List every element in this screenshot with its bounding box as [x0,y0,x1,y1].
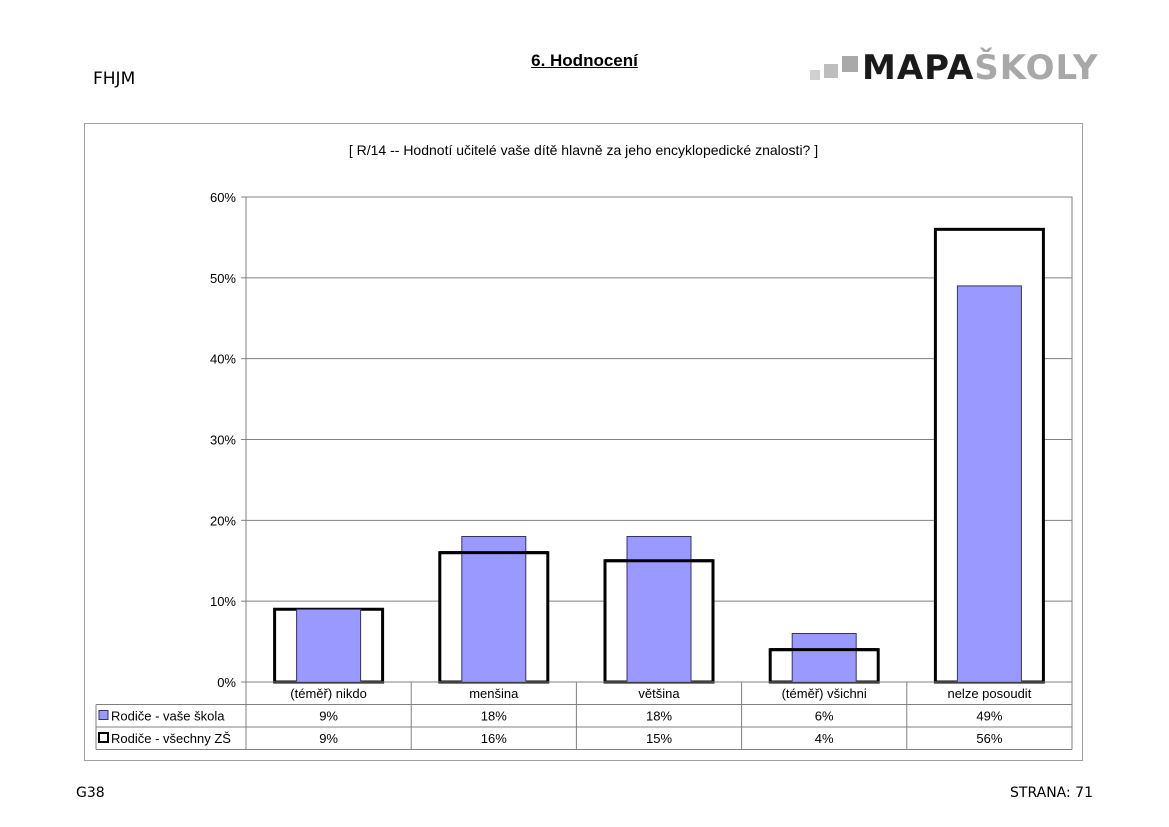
bar-your-school [626,536,692,683]
data-label: 56% [976,731,1002,746]
y-tick-label: 30% [210,433,236,448]
legend-swatch-all-schools [98,732,109,743]
data-label: 49% [976,709,1002,724]
data-label: 18% [646,709,672,724]
bar-your-school [791,633,857,683]
category-label: většina [638,686,680,701]
legend-label: Rodiče - všechny ZŠ [111,731,231,746]
chart-frame [84,123,1083,761]
data-label: 15% [646,731,672,746]
data-label: 16% [481,731,507,746]
school-code: FHJM [93,69,136,89]
y-tick-label: 20% [210,513,236,528]
logo-text-skoly: ŠKOLY [974,48,1099,88]
footer-page-code: G38 [76,785,105,801]
logo-square-medium [824,64,838,78]
bar-your-school [956,285,1022,683]
footer-page-number: STRANA: 71 [1010,785,1093,801]
data-label: 9% [319,709,338,724]
data-label: 18% [481,709,507,724]
logo-square-small [810,70,820,80]
logo-text-mapa: MAPA [862,48,975,88]
bar-your-school [296,608,362,683]
category-label: menšina [469,686,519,701]
logo-square-large [842,56,858,72]
y-tick-label: 10% [210,594,236,609]
category-label: nelze posoudit [947,686,1031,701]
legend-swatch-your-school [98,710,109,720]
category-label: (téměř) všichni [782,686,867,701]
y-tick-label: 50% [210,271,236,286]
chart-title: [ R/14 -- Hodnotí učitelé vaše dítě hlav… [348,142,819,158]
y-tick-label: 0% [217,675,236,690]
page-title: 6. Hodnocení [531,51,638,70]
data-label: 6% [815,709,834,724]
data-label: 4% [815,731,834,746]
legend-label: Rodiče - vaše škola [111,709,225,724]
y-tick-label: 60% [210,190,236,205]
data-label: 9% [319,731,338,746]
logo-text: MAPAŠKOLY [862,50,1098,86]
bar-your-school [461,536,527,683]
category-label: (téměř) nikdo [290,686,367,701]
y-tick-label: 40% [210,352,236,367]
